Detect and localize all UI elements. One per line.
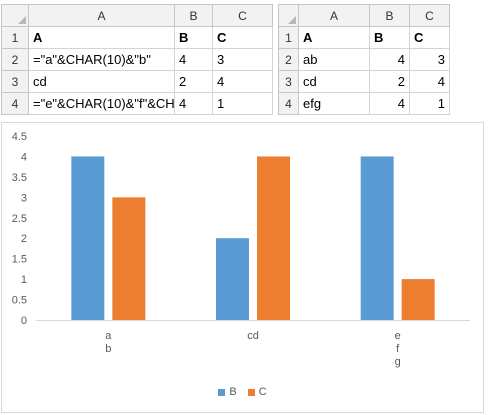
embedded-chart[interactable]: 0 0.5 1 1.5 2 2.5 3 3.5 4 4.5 a b cd e f g B C bbox=[1, 122, 484, 413]
spreadsheet-values: A B C 1 A B C 2 ab 4 3 3 cd 2 4 4 efg 4 … bbox=[278, 4, 450, 115]
bar-b-2 bbox=[360, 156, 394, 320]
y-tick-label: 0.5 bbox=[12, 295, 27, 307]
bar-chart-plot: 0 0.5 1 1.5 2 2.5 3 3.5 4 4.5 ab cd efg bbox=[12, 131, 470, 368]
cell-b2[interactable]: 4 bbox=[174, 48, 213, 71]
row-header-1[interactable]: 1 bbox=[1, 26, 29, 49]
legend-item-c[interactable]: C bbox=[247, 386, 267, 398]
select-all-corner[interactable] bbox=[278, 4, 299, 27]
spreadsheet-formulas: A B C 1 A B C 2 ="a"&CHAR(10)&"b" 4 3 3 … bbox=[1, 4, 273, 115]
x-category-label: a bbox=[105, 330, 112, 342]
y-tick-label: 0 bbox=[21, 315, 27, 327]
y-tick-label: 3 bbox=[21, 192, 27, 204]
legend-label-b: B bbox=[229, 386, 237, 398]
column-header-c[interactable]: C bbox=[212, 4, 273, 27]
cell-c4[interactable]: 1 bbox=[409, 92, 450, 115]
select-all-corner[interactable] bbox=[1, 4, 29, 27]
row-header-1[interactable]: 1 bbox=[278, 26, 299, 49]
cell-a1[interactable]: A bbox=[298, 26, 370, 49]
cell-a4[interactable]: efg bbox=[298, 92, 370, 115]
column-header-c[interactable]: C bbox=[409, 4, 450, 27]
x-category-label: b bbox=[105, 343, 111, 355]
row-header-3[interactable]: 3 bbox=[1, 70, 29, 93]
cell-a2[interactable]: ab bbox=[298, 48, 370, 71]
row-header-2[interactable]: 2 bbox=[1, 48, 29, 71]
x-category-label: cd bbox=[247, 330, 259, 342]
column-header-a[interactable]: A bbox=[28, 4, 175, 27]
row-header-4[interactable]: 4 bbox=[278, 92, 299, 115]
row-header-3[interactable]: 3 bbox=[278, 70, 299, 93]
cell-b4[interactable]: 4 bbox=[174, 92, 213, 115]
cell-a3[interactable]: cd bbox=[298, 70, 370, 93]
y-tick-label: 4 bbox=[21, 151, 27, 163]
cell-c4[interactable]: 1 bbox=[212, 92, 273, 115]
x-category-label: f bbox=[396, 343, 400, 355]
legend-label-c: C bbox=[258, 386, 267, 398]
row-header-2[interactable]: 2 bbox=[278, 48, 299, 71]
cell-c2[interactable]: 3 bbox=[212, 48, 273, 71]
cell-c1[interactable]: C bbox=[409, 26, 450, 49]
y-tick-label: 4.5 bbox=[12, 131, 27, 143]
cell-b3[interactable]: 2 bbox=[174, 70, 213, 93]
bar-c-0 bbox=[112, 197, 146, 320]
bar-b-0 bbox=[71, 156, 105, 320]
column-header-b[interactable]: B bbox=[174, 4, 213, 27]
cell-c3[interactable]: 4 bbox=[409, 70, 450, 93]
x-category-label: g bbox=[395, 356, 401, 368]
y-tick-label: 2 bbox=[21, 233, 27, 245]
bar-c-2 bbox=[401, 279, 435, 320]
legend-swatch-c bbox=[247, 388, 255, 396]
y-tick-label: 1.5 bbox=[12, 254, 27, 266]
cell-b3[interactable]: 2 bbox=[369, 70, 410, 93]
column-header-b[interactable]: B bbox=[369, 4, 410, 27]
chart-legend[interactable]: B C bbox=[2, 386, 483, 398]
cell-a4[interactable]: ="e"&CHAR(10)&"f"&CHAR(10)&"g" bbox=[28, 92, 175, 115]
cell-a2[interactable]: ="a"&CHAR(10)&"b" bbox=[28, 48, 175, 71]
y-tick-label: 2.5 bbox=[12, 213, 27, 225]
column-header-a[interactable]: A bbox=[298, 4, 370, 27]
legend-swatch-b bbox=[218, 388, 226, 396]
legend-item-b[interactable]: B bbox=[218, 386, 237, 398]
cell-c3[interactable]: 4 bbox=[212, 70, 273, 93]
cell-b4[interactable]: 4 bbox=[369, 92, 410, 115]
cell-c2[interactable]: 3 bbox=[409, 48, 450, 71]
bar-b-1 bbox=[216, 238, 249, 320]
x-category-label: e bbox=[395, 330, 401, 342]
cell-a1[interactable]: A bbox=[28, 26, 175, 49]
y-tick-label: 3.5 bbox=[12, 172, 27, 184]
cell-b1[interactable]: B bbox=[174, 26, 213, 49]
cell-a3[interactable]: cd bbox=[28, 70, 175, 93]
cell-c1[interactable]: C bbox=[212, 26, 273, 49]
row-header-4[interactable]: 4 bbox=[1, 92, 29, 115]
y-tick-label: 1 bbox=[21, 274, 27, 286]
cell-b2[interactable]: 4 bbox=[369, 48, 410, 71]
cell-b1[interactable]: B bbox=[369, 26, 410, 49]
bar-c-1 bbox=[257, 156, 290, 320]
